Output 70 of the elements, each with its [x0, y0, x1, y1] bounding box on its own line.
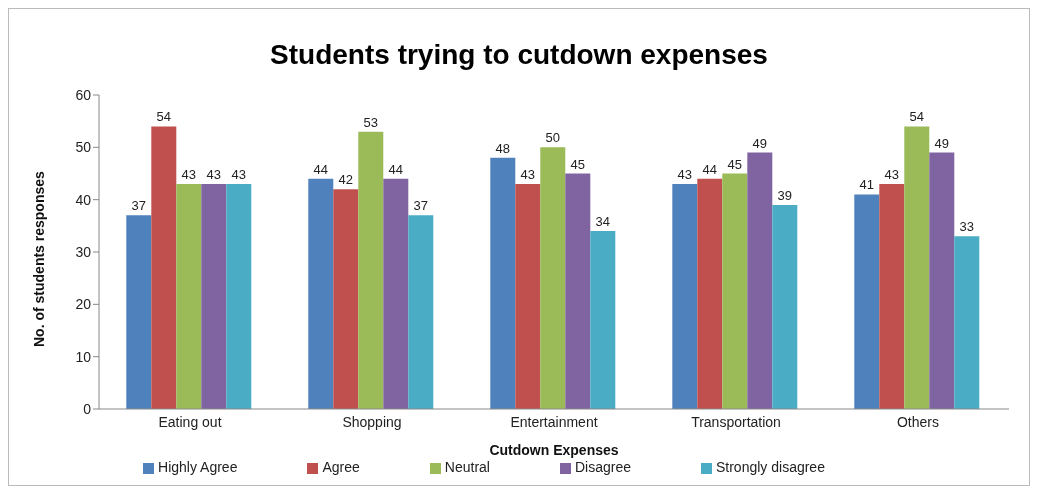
- x-tick-label: Eating out: [158, 413, 222, 430]
- bar: [722, 173, 748, 409]
- legend-label: Neutral: [444, 459, 490, 475]
- data-label: 44: [313, 161, 329, 177]
- bar: [226, 183, 252, 409]
- legend-label: Strongly disagree: [715, 459, 825, 475]
- bar: [747, 152, 773, 409]
- data-label: 49: [934, 135, 950, 151]
- legend-label: Agree: [322, 459, 360, 475]
- legend-label: Disagree: [574, 459, 631, 475]
- bar: [590, 231, 616, 409]
- bar: [772, 204, 798, 409]
- bar: [540, 147, 566, 409]
- data-label: 43: [181, 166, 197, 182]
- y-tick-label: 50: [75, 139, 92, 156]
- data-label: 45: [570, 156, 586, 172]
- data-label: 44: [388, 161, 404, 177]
- bar: [308, 178, 334, 409]
- data-label: 33: [959, 219, 975, 235]
- data-label: 43: [206, 166, 222, 182]
- data-label: 43: [884, 166, 900, 182]
- bar: [151, 126, 177, 409]
- bar: [383, 178, 409, 409]
- data-label: 37: [131, 198, 147, 214]
- bar: [201, 183, 227, 409]
- data-label: 49: [752, 135, 768, 151]
- x-tick-label: Entertainment: [510, 413, 598, 430]
- data-label: 54: [156, 109, 172, 125]
- data-label: 39: [777, 187, 793, 203]
- bar: [176, 183, 202, 409]
- y-axis-title: No. of students responses: [30, 170, 47, 347]
- data-label: 43: [520, 166, 536, 182]
- bar: [490, 157, 516, 409]
- data-label: 50: [545, 130, 561, 146]
- bar: [565, 173, 591, 409]
- data-label: 34: [595, 214, 611, 230]
- data-label: 44: [702, 161, 718, 177]
- bar: [672, 183, 698, 409]
- bar: [929, 152, 955, 409]
- x-tick-label: Transportation: [691, 413, 781, 430]
- data-label: 43: [231, 166, 247, 182]
- x-tick-label: Others: [896, 413, 940, 430]
- data-label: 48: [495, 140, 511, 156]
- bar: [408, 215, 434, 409]
- data-label: 54: [909, 109, 925, 125]
- bar: [126, 215, 152, 409]
- bar: [854, 194, 880, 409]
- bar: [697, 178, 723, 409]
- bar: [954, 236, 980, 409]
- y-tick-label: 60: [75, 86, 92, 103]
- y-tick-label: 30: [75, 243, 92, 260]
- x-axis-title: Cutdown Expenses: [489, 442, 619, 458]
- y-tick-label: 10: [75, 348, 92, 365]
- data-label: 41: [859, 177, 875, 193]
- bar: [904, 126, 930, 409]
- y-tick-label: 0: [83, 400, 92, 417]
- bar: [515, 183, 541, 409]
- bar: [333, 189, 359, 409]
- data-label: 37: [413, 198, 429, 214]
- y-tick-label: 20: [75, 296, 92, 313]
- data-label: 45: [727, 156, 743, 172]
- data-label: 42: [338, 172, 354, 188]
- bar: [879, 183, 905, 409]
- y-tick-label: 40: [75, 191, 92, 208]
- data-label: 53: [363, 114, 379, 130]
- bar: [358, 131, 384, 409]
- x-tick-label: Shopping: [342, 413, 402, 430]
- data-label: 43: [677, 166, 693, 182]
- legend-label: Highly Agree: [158, 459, 238, 475]
- chart-title: Students trying to cutdown expenses: [269, 39, 769, 72]
